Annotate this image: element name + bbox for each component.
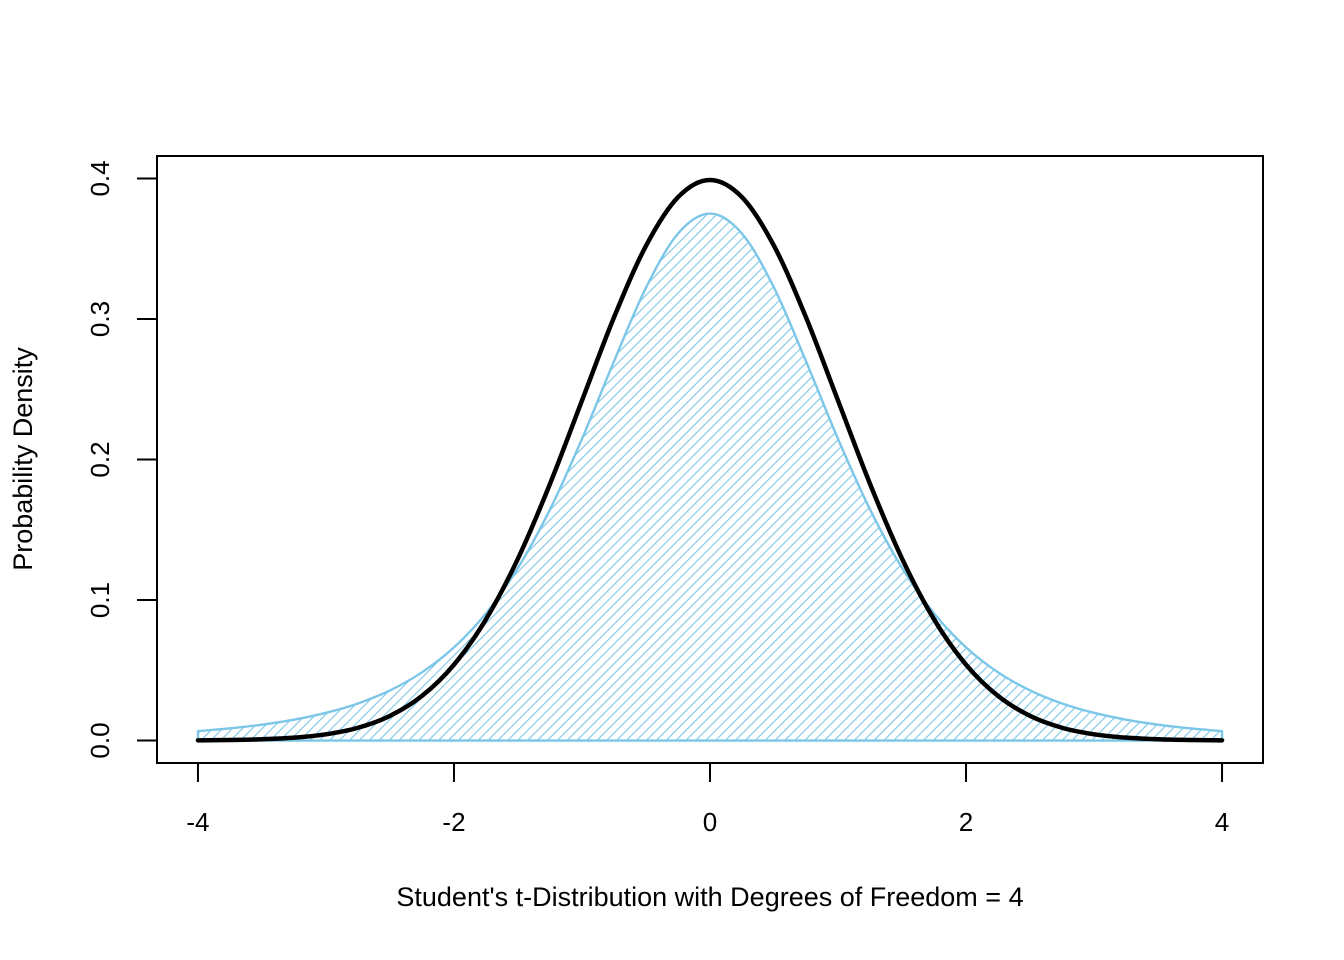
y-tick-label: 0.4 [85, 160, 115, 196]
y-tick-label: 0.2 [85, 441, 115, 477]
y-tick-label: 0.0 [85, 722, 115, 758]
y-tick-label: 0.3 [85, 301, 115, 337]
normal-curve-layer [195, 177, 1225, 743]
x-tick-label: 0 [703, 807, 717, 837]
t-distribution-outline [196, 212, 1224, 742]
x-axis: -4 -2 0 2 4 [186, 763, 1229, 837]
x-tick-label: 4 [1215, 807, 1229, 837]
x-tick-label: 2 [959, 807, 973, 837]
t-distribution-fill [197, 213, 1223, 741]
normal-curve [195, 177, 1225, 743]
y-tick-label: 0.1 [85, 582, 115, 618]
x-tick-label: -4 [186, 807, 209, 837]
t-distribution-area-layer [196, 212, 1224, 742]
y-axis-title: Probability Density [8, 347, 38, 571]
y-axis: 0.0 0.1 0.2 0.3 0.4 [85, 160, 157, 759]
x-tick-label: -2 [442, 807, 465, 837]
x-axis-title: Student's t-Distribution with Degrees of… [396, 882, 1023, 912]
